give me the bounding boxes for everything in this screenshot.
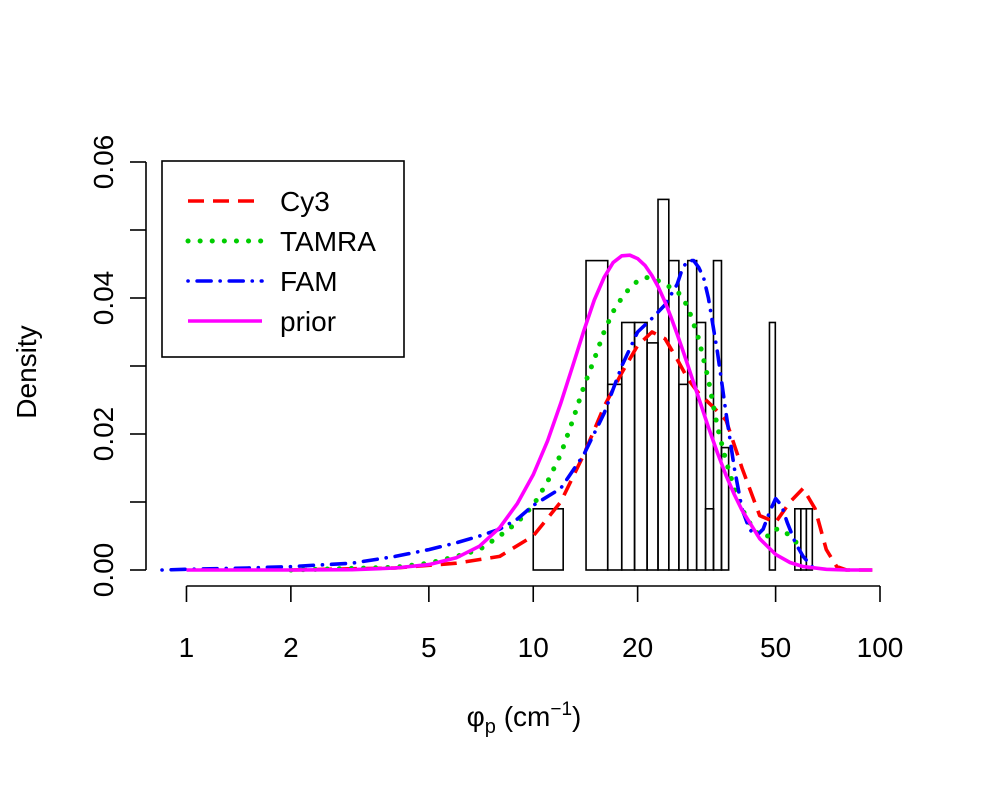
x-axis-label-unit-open: (cm bbox=[496, 701, 550, 732]
x-tick-label: 100 bbox=[857, 632, 904, 663]
histogram-bar bbox=[768, 321, 777, 571]
x-axis-label: φp (cm−1) bbox=[467, 699, 582, 738]
legend-items: Cy3 TAMRA FAM prior bbox=[185, 186, 376, 337]
legend-label-fam: FAM bbox=[280, 266, 338, 297]
y-axis: 0.00 0.02 0.04 0.06 bbox=[88, 135, 147, 598]
x-tick-label: 1 bbox=[179, 632, 195, 663]
x-axis-label-unit-close: ) bbox=[572, 701, 581, 732]
x-axis: 1 2 5 10 20 50 100 bbox=[179, 585, 904, 663]
legend-label-prior: prior bbox=[280, 306, 336, 337]
legend-label-cy3: Cy3 bbox=[280, 186, 330, 217]
x-axis-label-subscript: p bbox=[485, 716, 496, 738]
x-tick-label: 20 bbox=[622, 632, 653, 663]
x-tick-label: 2 bbox=[283, 632, 299, 663]
plot-area bbox=[160, 198, 873, 573]
series-line-prior bbox=[186, 253, 873, 572]
y-axis-label: Density bbox=[11, 325, 42, 418]
legend-box bbox=[161, 160, 405, 358]
density-curves bbox=[160, 253, 873, 573]
histogram-bar bbox=[678, 383, 689, 571]
x-ticks: 1 2 5 10 20 50 100 bbox=[179, 586, 904, 663]
histogram-bar bbox=[532, 507, 564, 571]
legend-label-tamra: TAMRA bbox=[280, 226, 376, 257]
y-ticks: 0.00 0.02 0.04 0.06 bbox=[88, 135, 146, 598]
legend: Cy3 TAMRA FAM prior bbox=[161, 160, 405, 358]
histogram-bar bbox=[695, 321, 707, 571]
y-tick-label: 0.02 bbox=[88, 407, 119, 462]
histogram-bar bbox=[704, 507, 715, 571]
histogram-bar bbox=[805, 507, 814, 571]
x-tick-label: 10 bbox=[518, 632, 549, 663]
series-line-fam bbox=[160, 258, 817, 572]
histogram-bar bbox=[720, 446, 730, 571]
histogram-bar bbox=[633, 321, 648, 571]
histogram-bars bbox=[532, 198, 814, 571]
histogram-bar bbox=[646, 342, 659, 571]
x-axis-label-main: φ bbox=[467, 701, 485, 732]
histogram-bar bbox=[686, 259, 698, 571]
histogram-bar bbox=[606, 383, 623, 571]
y-tick-label: 0.04 bbox=[88, 271, 119, 326]
histogram-bar bbox=[667, 259, 680, 571]
x-axis-label-superscript: −1 bbox=[550, 699, 572, 720]
histogram-bar bbox=[712, 259, 723, 571]
y-tick-label: 0.06 bbox=[88, 135, 119, 190]
y-tick-label: 0.00 bbox=[88, 543, 119, 598]
x-tick-label: 50 bbox=[760, 632, 791, 663]
histogram-bar bbox=[657, 198, 670, 571]
x-tick-label: 5 bbox=[421, 632, 437, 663]
